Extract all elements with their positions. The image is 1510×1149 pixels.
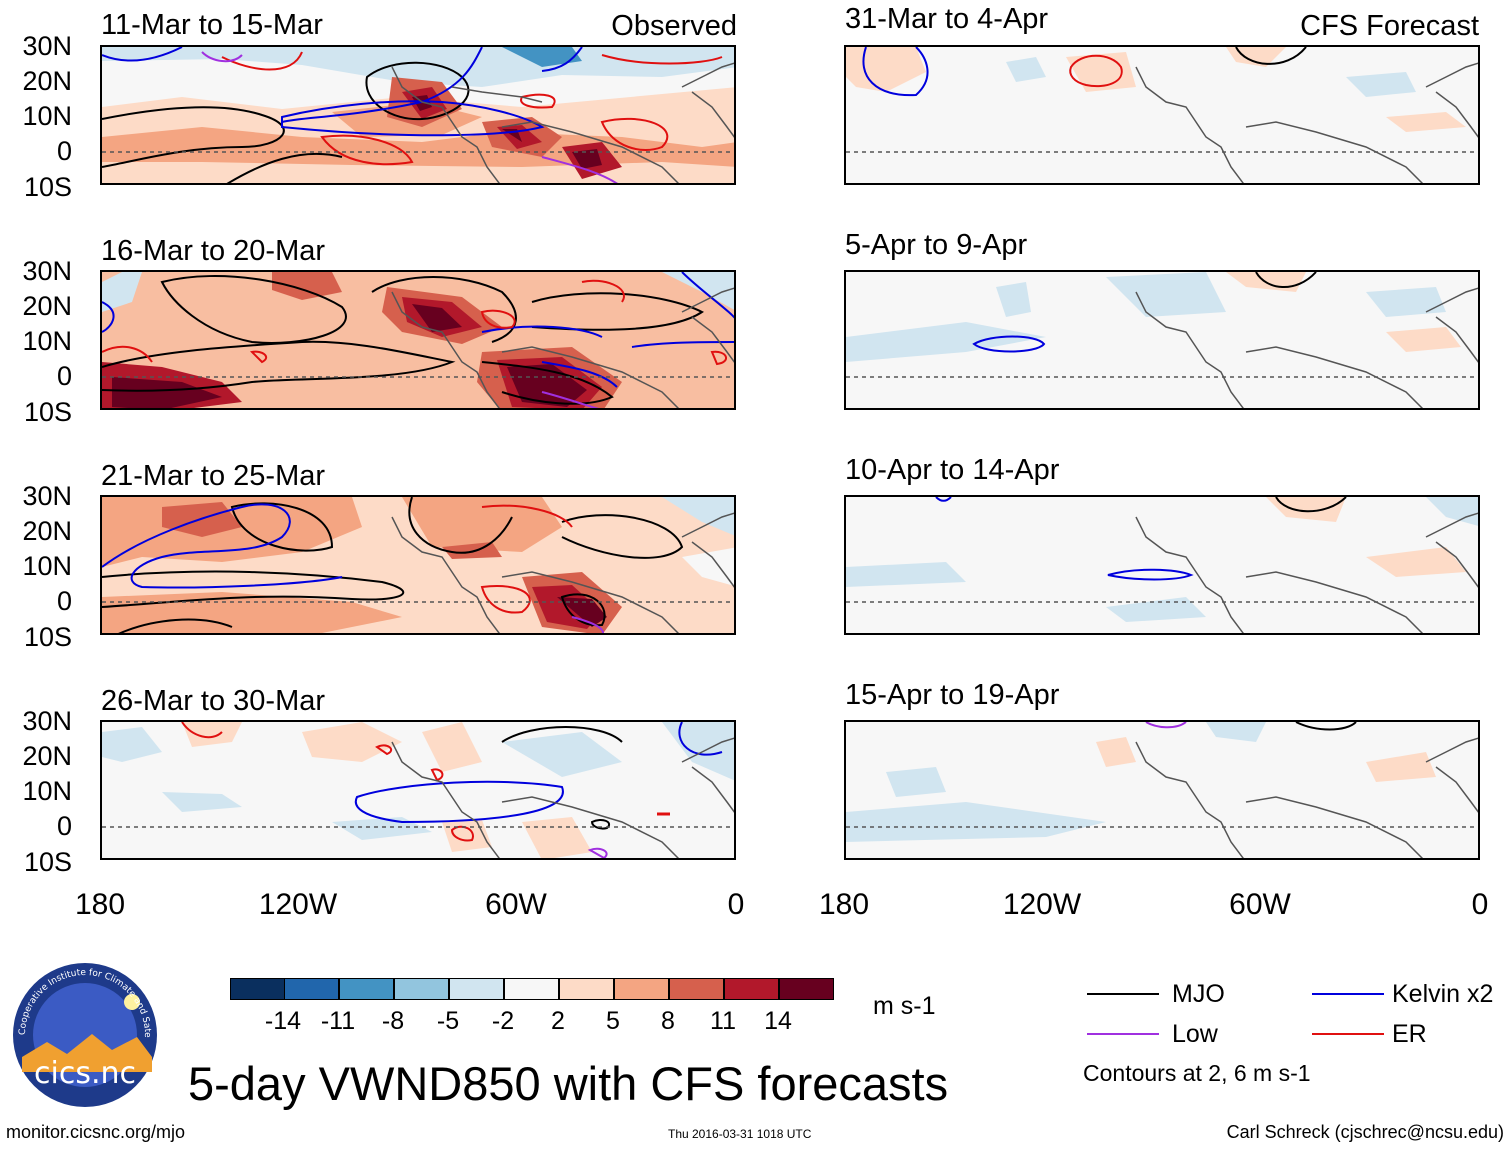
lat-label: 10N — [22, 776, 72, 806]
map-panel-10apr-14apr — [844, 495, 1480, 635]
panel-title-1: 11-Mar to 15-Mar — [101, 9, 323, 41]
logo-text: cics.nc — [34, 1056, 136, 1091]
lon-label: 180 — [818, 888, 870, 921]
map-panel-21mar-25mar — [100, 495, 736, 635]
colorbar-label: 2 — [551, 1007, 565, 1035]
lat-label: 10N — [22, 326, 72, 356]
map-panel-16mar-20mar — [100, 270, 736, 410]
map-panel-15apr-19apr — [844, 720, 1480, 860]
lat-label: 30N — [22, 256, 72, 286]
colorbar-unit: m s-1 — [873, 992, 936, 1020]
lon-label: 120W — [1002, 888, 1082, 921]
cfs-forecast-label: CFS Forecast — [1300, 10, 1479, 42]
lat-label: 20N — [22, 516, 72, 546]
lon-label: 60W — [1229, 888, 1291, 921]
vwnd-field — [102, 497, 734, 633]
footer-timestamp: Thu 2016-03-31 1018 UTC — [668, 1127, 812, 1141]
vwnd-field — [846, 47, 1478, 183]
colorbar-label: -2 — [491, 1007, 515, 1035]
colorbar-swatch — [284, 978, 339, 1000]
vwnd-field — [846, 722, 1478, 858]
lat-label: 0 — [56, 586, 72, 616]
lat-label: 20N — [22, 741, 72, 771]
vwnd-field — [102, 722, 734, 858]
legend-line-low — [1087, 1033, 1159, 1035]
colorbar-swatch — [394, 978, 449, 1000]
legend-label-er: ER — [1392, 1020, 1427, 1048]
vwnd-field — [846, 497, 1478, 633]
vwnd-field — [102, 272, 734, 408]
panel-title-2: 16-Mar to 20-Mar — [101, 235, 326, 267]
footer-credit: Carl Schreck (cjschrec@ncsu.edu) — [1226, 1122, 1504, 1142]
lat-label: 10S — [23, 622, 72, 652]
colorbar-swatch — [724, 978, 779, 1000]
lon-label: 0 — [727, 888, 745, 921]
lat-label: 30N — [22, 481, 72, 511]
panel-title-7: 10-Apr to 14-Apr — [845, 454, 1060, 486]
map-panel-11mar-15mar — [100, 45, 736, 185]
colorbar-swatch — [339, 978, 394, 1000]
legend-label-mjo: MJO — [1172, 980, 1225, 1008]
colorbar-swatch — [449, 978, 504, 1000]
lat-label: 0 — [56, 811, 72, 841]
contour-note: Contours at 2, 6 m s-1 — [1083, 1060, 1311, 1086]
lat-label: 30N — [22, 706, 72, 736]
lon-label: 120W — [258, 888, 338, 921]
lat-label: 10N — [22, 101, 72, 131]
legend-line-mjo — [1087, 993, 1159, 995]
legend-label-kelvin: Kelvin x2 — [1392, 980, 1494, 1008]
map-panel-31mar-4apr — [844, 45, 1480, 185]
vwnd-field — [846, 272, 1478, 408]
legend-line-er — [1312, 1033, 1384, 1035]
colorbar-swatch — [559, 978, 614, 1000]
panel-title-5: 31-Mar to 4-Apr — [845, 3, 1049, 35]
colorbar-label: -5 — [436, 1007, 460, 1035]
lat-label: 10S — [23, 847, 72, 877]
lat-label: 10S — [23, 172, 72, 202]
vwnd-field — [102, 47, 734, 183]
colorbar-label: -14 — [264, 1007, 302, 1035]
colorbar-swatch — [669, 978, 724, 1000]
legend-label-low: Low — [1172, 1020, 1218, 1048]
lon-label: 180 — [74, 888, 126, 921]
map-panel-5apr-9apr — [844, 270, 1480, 410]
lat-label: 10S — [23, 397, 72, 427]
legend-line-kelvin — [1312, 993, 1384, 995]
footer-url[interactable]: monitor.cicsnc.org/mjo — [6, 1122, 186, 1142]
lat-label: 20N — [22, 66, 72, 96]
lat-label: 0 — [56, 136, 72, 166]
main-title: 5-day VWND850 with CFS forecasts — [188, 1057, 949, 1110]
lat-label: 0 — [56, 361, 72, 391]
colorbar-swatch — [614, 978, 669, 1000]
colorbar-label: 8 — [661, 1007, 675, 1035]
cics-logo: Cooperative Institute for Climate and Sa… — [9, 955, 158, 1108]
colorbar-label: 11 — [710, 1007, 736, 1035]
logo-icon: Cooperative Institute for Climate and Sa… — [9, 955, 157, 1107]
colorbar-label: -8 — [381, 1007, 405, 1035]
colorbar-swatch — [504, 978, 559, 1000]
panel-title-6: 5-Apr to 9-Apr — [845, 229, 1028, 261]
lat-label: 30N — [22, 31, 72, 61]
panel-title-4: 26-Mar to 30-Mar — [101, 685, 326, 717]
lon-label: 60W — [485, 888, 547, 921]
colorbar-label: 14 — [764, 1007, 792, 1035]
lat-label: 20N — [22, 291, 72, 321]
panel-title-3: 21-Mar to 25-Mar — [101, 460, 326, 492]
map-panel-26mar-30mar — [100, 720, 736, 860]
colorbar-label: -11 — [320, 1007, 356, 1035]
colorbar-swatch — [779, 978, 834, 1000]
colorbar-swatch — [230, 978, 285, 1000]
lon-label: 0 — [1471, 888, 1489, 921]
lat-label: 10N — [22, 551, 72, 581]
colorbar-label: 5 — [606, 1007, 620, 1035]
panel-title-8: 15-Apr to 19-Apr — [845, 679, 1060, 711]
observed-label: Observed — [611, 10, 737, 42]
